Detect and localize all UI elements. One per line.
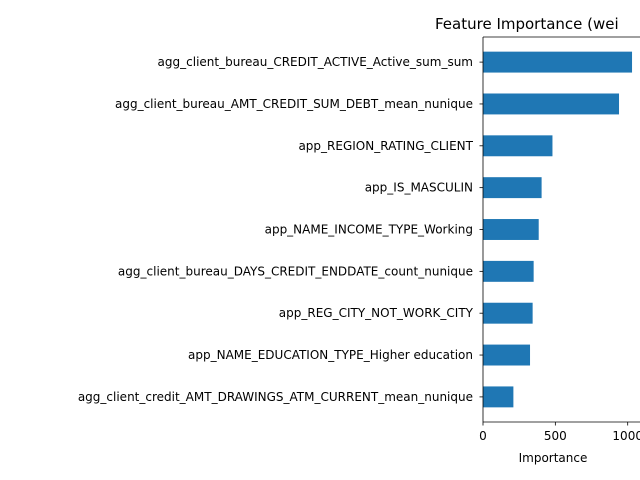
chart-title: Feature Importance (wei [435, 15, 619, 33]
bar-0 [483, 51, 633, 73]
bar-6 [483, 302, 533, 324]
bar-1 [483, 93, 620, 115]
y-tick-label-6: app_REG_CITY_NOT_WORK_CITY [279, 306, 474, 320]
y-tick-label-2: app_REGION_RATING_CLIENT [298, 139, 473, 153]
bars-group [483, 51, 633, 408]
y-axis-ticks: agg_client_bureau_CREDIT_ACTIVE_Active_s… [78, 55, 483, 404]
x-tick-label-2: 1000 [612, 429, 640, 443]
y-tick-label-1: agg_client_bureau_AMT_CREDIT_SUM_DEBT_me… [115, 97, 473, 111]
y-tick-label-7: app_NAME_EDUCATION_TYPE_Higher education [188, 348, 473, 362]
bar-7 [483, 344, 531, 366]
y-tick-label-8: agg_client_credit_AMT_DRAWINGS_ATM_CURRE… [78, 390, 473, 404]
y-tick-label-0: agg_client_bureau_CREDIT_ACTIVE_Active_s… [158, 55, 473, 69]
x-axis-label: Importance [519, 451, 588, 465]
bar-8 [483, 386, 514, 408]
bar-5 [483, 260, 534, 282]
x-tick-label-1: 500 [544, 429, 567, 443]
x-axis-ticks: 0 500 1000 [479, 422, 640, 443]
bar-2 [483, 135, 553, 157]
bar-3 [483, 177, 542, 199]
x-tick-label-0: 0 [479, 429, 487, 443]
y-tick-label-4: app_NAME_INCOME_TYPE_Working [265, 223, 473, 237]
y-tick-label-3: app_IS_MASCULIN [365, 181, 473, 195]
y-tick-label-5: agg_client_bureau_DAYS_CREDIT_ENDDATE_co… [118, 264, 473, 278]
bar-4 [483, 219, 539, 240]
